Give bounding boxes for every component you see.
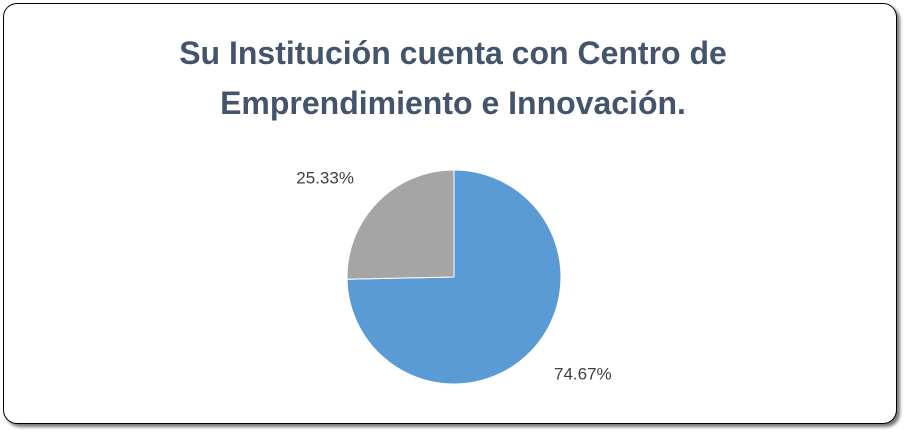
- data-label: 74.67%: [554, 364, 612, 383]
- data-label: 25.33%: [296, 169, 354, 188]
- chart-title: Su Institución cuenta con Centro de Empr…: [179, 35, 727, 121]
- pie-slice: [346, 169, 455, 280]
